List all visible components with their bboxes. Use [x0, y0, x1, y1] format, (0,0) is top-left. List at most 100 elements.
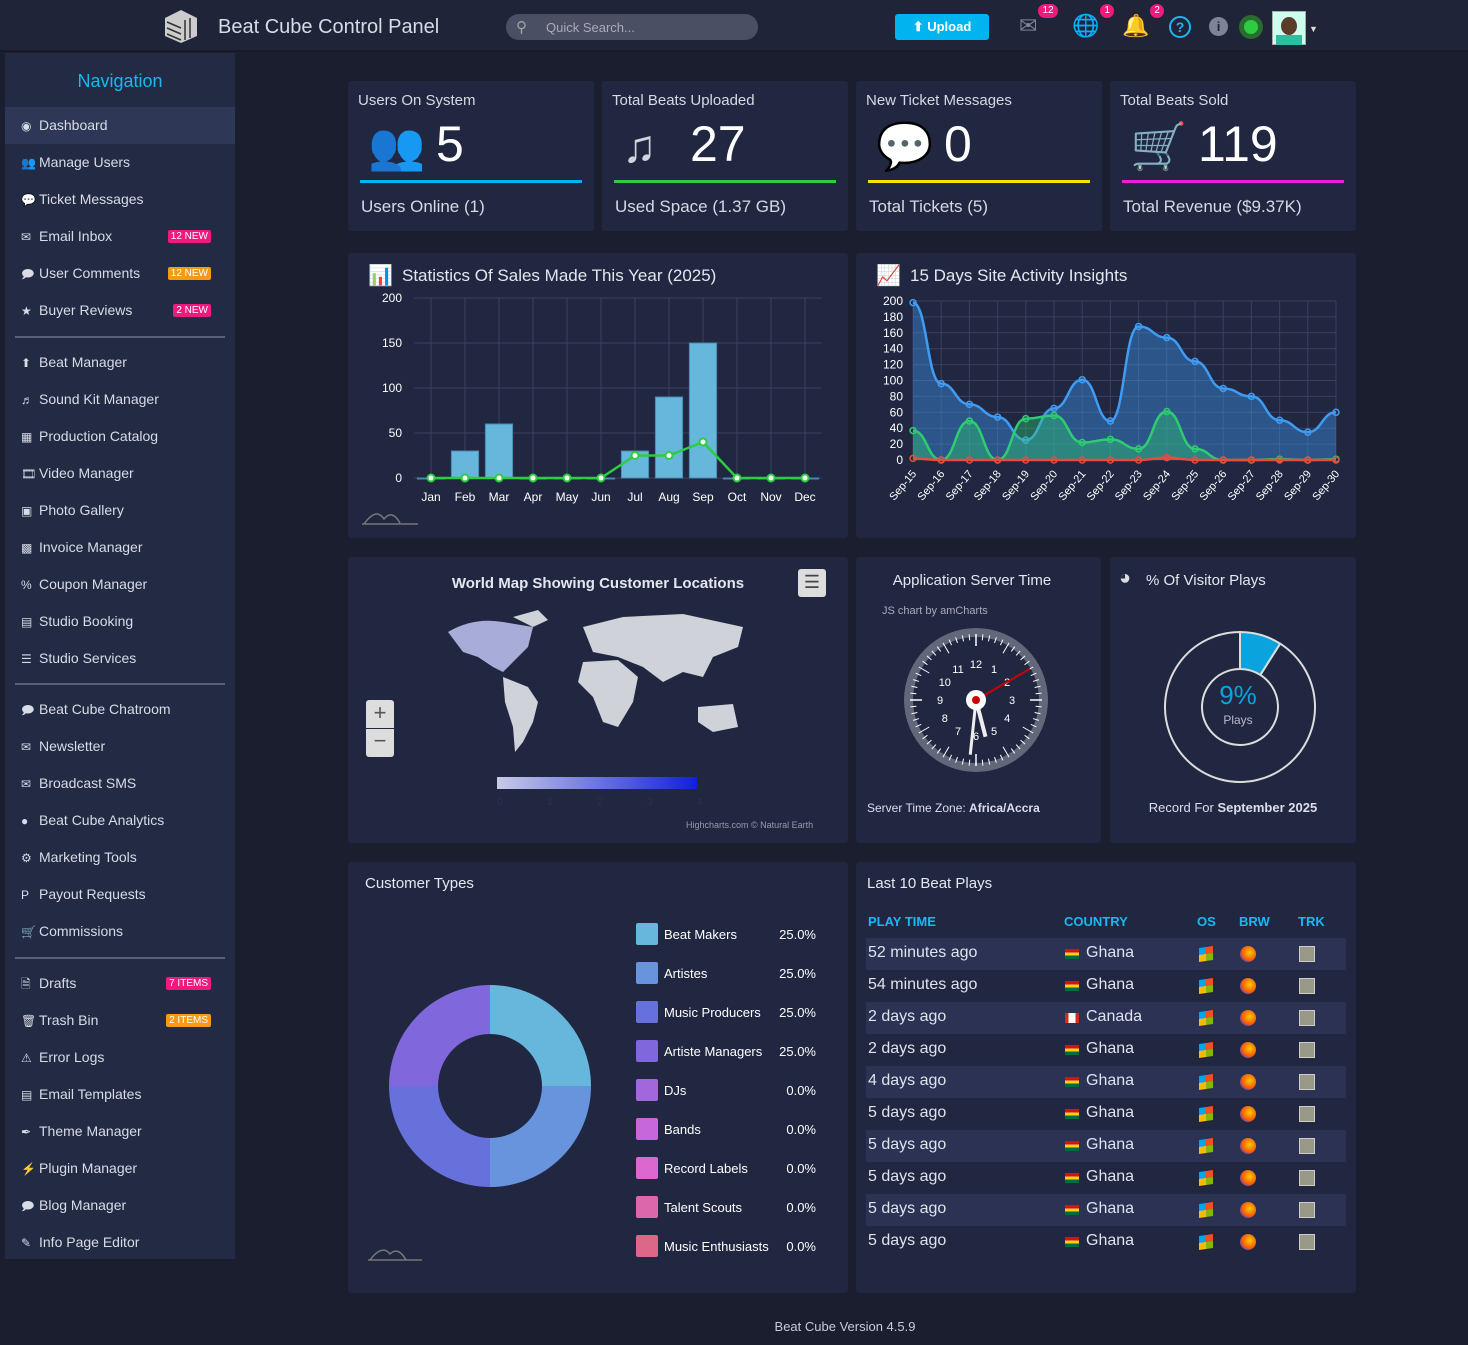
- sidebar-item-production-catalog[interactable]: ▦ Production Catalog: [5, 418, 235, 455]
- world-map[interactable]: [443, 602, 753, 762]
- beat-cube-logo[interactable]: [163, 8, 199, 44]
- legend-label: DJs: [664, 1083, 687, 1098]
- series-point: [1275, 456, 1284, 464]
- legend-item[interactable]: Beat Makers 25.0%: [636, 923, 816, 947]
- windows-icon: [1199, 1170, 1213, 1186]
- legend-item[interactable]: Artiste Managers 25.0%: [636, 1040, 816, 1064]
- play-time: 2 days ago: [868, 1040, 947, 1057]
- table-row[interactable]: 5 days ago Ghana: [866, 1194, 1346, 1226]
- sidebar-item-beat-cube-analytics[interactable]: ● Beat Cube Analytics: [5, 802, 235, 839]
- zoom-out-button[interactable]: −: [366, 729, 394, 757]
- quick-search-input[interactable]: ⚲ Quick Search...: [506, 14, 758, 40]
- mail-icon[interactable]: ✉ 12: [1019, 4, 1058, 38]
- sidebar-item-buyer-reviews[interactable]: ★ Buyer Reviews 2 NEW: [5, 292, 235, 329]
- sidebar-item-sound-kit-manager[interactable]: ♬ Sound Kit Manager: [5, 381, 235, 418]
- track-thumbnail[interactable]: [1299, 1010, 1315, 1026]
- legend-item[interactable]: DJs 0.0%: [636, 1079, 816, 1103]
- legend-item[interactable]: Talent Scouts 0.0%: [636, 1196, 816, 1220]
- sidebar-item-email-templates[interactable]: ▤ Email Templates: [5, 1076, 235, 1113]
- sidebar-item-photo-gallery[interactable]: ▣ Photo Gallery: [5, 492, 235, 529]
- table-row[interactable]: 2 days ago Canada: [866, 1002, 1346, 1034]
- play-country: Ghana: [1086, 1136, 1135, 1153]
- sidebar-item-marketing-tools[interactable]: ⚙ Marketing Tools: [5, 839, 235, 876]
- y-tick-label: 0: [395, 471, 402, 485]
- legend-item[interactable]: Music Producers 25.0%: [636, 1001, 816, 1025]
- user-avatar[interactable]: [1272, 11, 1306, 45]
- avatar-dropdown-icon[interactable]: ▼: [1309, 24, 1318, 34]
- x-tick-label: May: [556, 490, 579, 504]
- sidebar-item-beat-manager[interactable]: ⬆ Beat Manager: [5, 344, 235, 381]
- table-row[interactable]: 4 days ago Ghana: [866, 1066, 1346, 1098]
- upload-button[interactable]: ⬆ Upload: [895, 14, 989, 40]
- legend-item[interactable]: Artistes 25.0%: [636, 962, 816, 986]
- sidebar-item-label: Manage Users: [39, 154, 131, 170]
- sidebar-item-commissions[interactable]: 🛒 Commissions: [5, 913, 235, 950]
- sidebar-item-theme-manager[interactable]: ✒ Theme Manager: [5, 1113, 235, 1150]
- sidebar-item-manage-users[interactable]: 👥 Manage Users: [5, 144, 235, 181]
- sidebar-item-email-inbox[interactable]: ✉ Email Inbox 12 NEW: [5, 218, 235, 255]
- zoom-in-button[interactable]: +: [366, 700, 394, 728]
- globe-icon[interactable]: 🌐 1: [1072, 4, 1114, 38]
- sidebar-item-coupon-manager[interactable]: % Coupon Manager: [5, 566, 235, 603]
- clock-tick: [955, 637, 958, 644]
- track-thumbnail[interactable]: [1299, 1138, 1315, 1154]
- clock-tick: [987, 758, 991, 765]
- map-legend-tick: 0: [497, 797, 503, 808]
- sidebar-item-beat-cube-chatroom[interactable]: 🗩 Beat Cube Chatroom: [5, 691, 235, 728]
- table-row[interactable]: 2 days ago Ghana: [866, 1034, 1346, 1066]
- stat-card: Users On System 👥 5 Users Online (1): [348, 81, 594, 231]
- map-legend-tick: 3: [647, 797, 653, 808]
- table-row[interactable]: 54 minutes ago Ghana: [866, 970, 1346, 1002]
- sidebar-item-plugin-manager[interactable]: ⚡ Plugin Manager: [5, 1150, 235, 1187]
- sidebar-item-broadcast-sms[interactable]: ✉ Broadcast SMS: [5, 765, 235, 802]
- sidebar-item-trash-bin[interactable]: 🗑 Trash Bin 2 ITEMS: [5, 1002, 235, 1039]
- comment-icon: 🗩: [21, 267, 35, 281]
- users-icon: 👥: [21, 156, 36, 170]
- table-row[interactable]: 5 days ago Ghana: [866, 1226, 1346, 1258]
- info-icon[interactable]: i: [1209, 17, 1228, 36]
- bell-icon[interactable]: 🔔 2: [1122, 4, 1164, 38]
- sidebar-item-info-page-editor[interactable]: ✎ Info Page Editor: [5, 1224, 235, 1261]
- track-thumbnail[interactable]: [1299, 946, 1315, 962]
- mail-badge: 12: [1038, 4, 1058, 18]
- sidebar-badge: 7 ITEMS: [166, 977, 211, 990]
- legend-item[interactable]: Music Enthusiasts 0.0%: [636, 1235, 816, 1259]
- sidebar-item-error-logs[interactable]: ⚠ Error Logs: [5, 1039, 235, 1076]
- sidebar-item-invoice-manager[interactable]: ▩ Invoice Manager: [5, 529, 235, 566]
- sidebar-item-dashboard[interactable]: ◉ Dashboard: [5, 107, 235, 144]
- table-row[interactable]: 5 days ago Ghana: [866, 1162, 1346, 1194]
- track-thumbnail[interactable]: [1299, 1202, 1315, 1218]
- table-row[interactable]: 52 minutes ago Ghana: [866, 938, 1346, 970]
- ghana-flag-icon: [1065, 981, 1079, 991]
- sidebar-item-payout-requests[interactable]: P Payout Requests: [5, 876, 235, 913]
- map-menu-button[interactable]: ☰: [798, 569, 826, 597]
- track-thumbnail[interactable]: [1299, 978, 1315, 994]
- play-country: Ghana: [1086, 944, 1135, 961]
- track-thumbnail[interactable]: [1299, 1042, 1315, 1058]
- track-thumbnail[interactable]: [1299, 1106, 1315, 1122]
- track-thumbnail[interactable]: [1299, 1170, 1315, 1186]
- sidebar-item-ticket-messages[interactable]: 💬 Ticket Messages: [5, 181, 235, 218]
- clock-number: 5: [991, 726, 997, 738]
- legend-item[interactable]: Bands 0.0%: [636, 1118, 816, 1142]
- sidebar-item-blog-manager[interactable]: 🗩 Blog Manager: [5, 1187, 235, 1224]
- track-thumbnail[interactable]: [1299, 1074, 1315, 1090]
- legend-swatch: [636, 1196, 658, 1218]
- sidebar-item-user-comments[interactable]: 🗩 User Comments 12 NEW: [5, 255, 235, 292]
- sidebar-item-newsletter[interactable]: ✉ Newsletter: [5, 728, 235, 765]
- sidebar-item-drafts[interactable]: 🗎 Drafts 7 ITEMS: [5, 965, 235, 1002]
- clock-tick: [1020, 739, 1026, 745]
- table-row[interactable]: 5 days ago Ghana: [866, 1130, 1346, 1162]
- legend-label: Music Producers: [664, 1005, 761, 1020]
- sidebar-item-video-manager[interactable]: 🎞 Video Manager: [5, 455, 235, 492]
- legend-item[interactable]: Record Labels 0.0%: [636, 1157, 816, 1181]
- sidebar-item-studio-services[interactable]: ☰ Studio Services: [5, 640, 235, 677]
- table-row[interactable]: 5 days ago Ghana: [866, 1098, 1346, 1130]
- clock-tick: [1032, 679, 1039, 682]
- series-line: [912, 456, 1336, 462]
- sidebar-item-studio-booking[interactable]: ▤ Studio Booking: [5, 603, 235, 640]
- y-tick-label: 120: [883, 358, 903, 372]
- amcharts-credit[interactable]: JS chart by amCharts: [882, 605, 988, 617]
- help-icon[interactable]: ?: [1169, 16, 1191, 38]
- track-thumbnail[interactable]: [1299, 1234, 1315, 1250]
